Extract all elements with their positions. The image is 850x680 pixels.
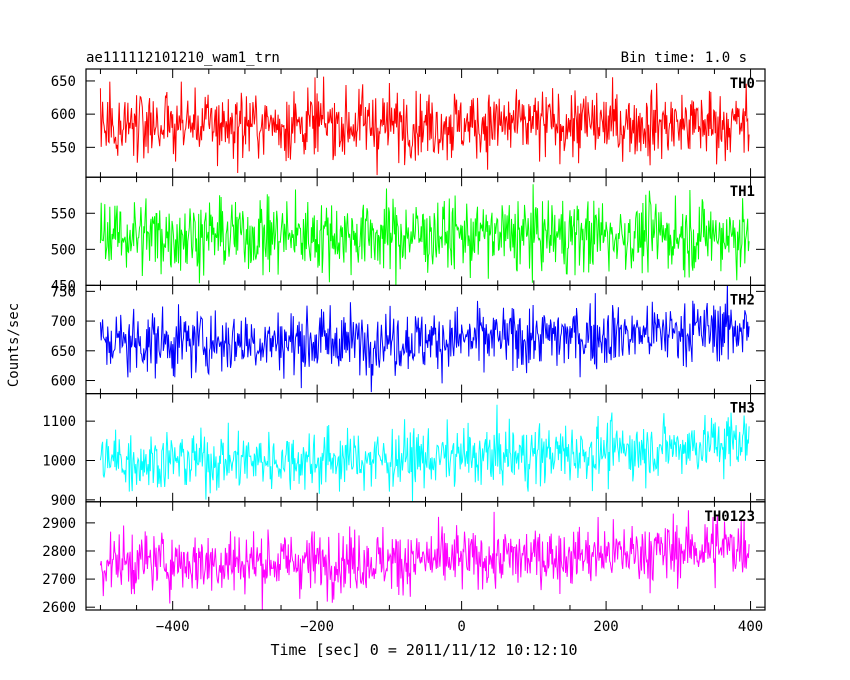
- ytick-label-th0: 550: [51, 140, 76, 156]
- panel-name-th1: TH1: [730, 184, 755, 200]
- xtick-label: −400: [156, 619, 190, 635]
- series-line-th0123: [99, 510, 750, 610]
- x-axis-label: Time [sec] 0 = 2011/11/12 10:12:10: [270, 641, 577, 659]
- ytick-label-th2: 600: [51, 374, 76, 390]
- bin-time-label: Bin time: 1.0 s: [621, 50, 747, 66]
- ytick-label-th2: 650: [51, 344, 76, 360]
- ytick-label-th0123: 2900: [42, 516, 76, 532]
- panel-frame-th0: [85, 68, 766, 178]
- chart-title: ae111112101210_wam1_trn: [86, 50, 280, 66]
- series-line-th1: [99, 184, 750, 286]
- xtick-label: −200: [300, 619, 334, 635]
- ytick-label-th3: 1000: [42, 453, 76, 469]
- ytick-label-th0123: 2800: [42, 544, 76, 560]
- y-axis-label: Counts/sec: [6, 303, 22, 387]
- ytick-label-th3: 1100: [42, 414, 76, 430]
- panel-th3: 900 1000 1100 TH3: [42, 393, 766, 509]
- panel-name-th2: TH2: [730, 292, 755, 308]
- panel-name-th0: TH0: [730, 76, 755, 92]
- ytick-label-th0: 650: [51, 74, 76, 90]
- panel-th1: 450 500 550 TH1: [51, 176, 766, 294]
- series-line-th0: [99, 76, 750, 176]
- ytick-label-th2: 750: [51, 284, 76, 300]
- x-ticks-group: −400 −200 0 200 400: [156, 619, 763, 635]
- xtick-label: 0: [457, 619, 465, 635]
- xtick-label: 400: [738, 619, 763, 635]
- ytick-label-th1: 450: [51, 278, 76, 294]
- ytick-label-th2: 700: [51, 314, 76, 330]
- series-line-th3: [99, 404, 750, 502]
- ytick-label-th1: 500: [51, 242, 76, 258]
- panel-th2: 600 650 700 750 TH2: [51, 284, 766, 395]
- panel-th0123: 2600 2700 2800 2900 TH0123: [42, 501, 766, 616]
- xtick-label: 200: [593, 619, 618, 635]
- ytick-label-th0: 600: [51, 107, 76, 123]
- ytick-label-th3: 900: [51, 493, 76, 509]
- panel-frame-th3: [85, 393, 766, 503]
- ytick-label-th0123: 2600: [42, 600, 76, 616]
- series-line-th2: [99, 285, 750, 393]
- panel-name-th0123: TH0123: [704, 509, 755, 525]
- panel-name-th3: TH3: [730, 401, 755, 417]
- panels-group: 550 600 650 TH0 450 500 550 TH1 600 650 700 750 TH2 9…: [42, 68, 766, 616]
- ytick-label-th0123: 2700: [42, 572, 76, 588]
- panel-th0: 550 600 650 TH0: [51, 68, 766, 178]
- ytick-label-th1: 550: [51, 206, 76, 222]
